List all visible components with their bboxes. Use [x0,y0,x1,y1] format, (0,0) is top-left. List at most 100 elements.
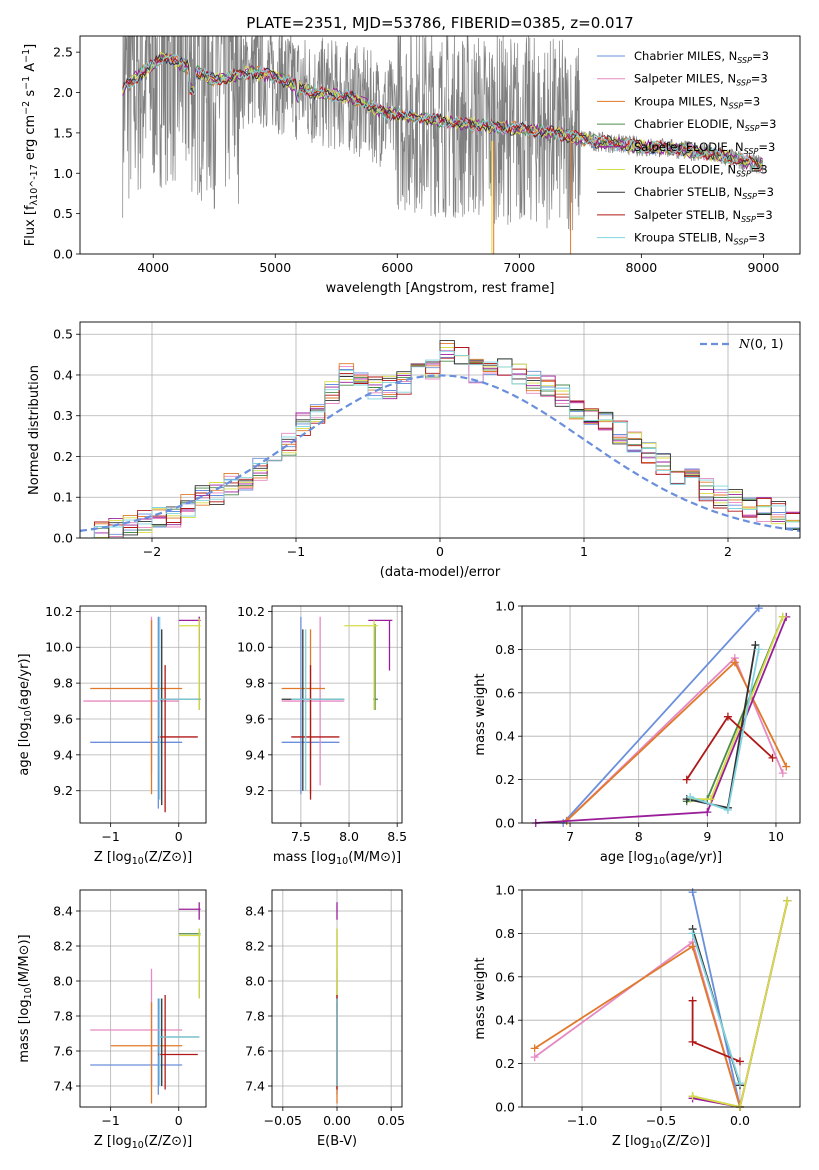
label-part: mass [ [17,1019,32,1062]
y-axis-label: mass weight [473,673,488,755]
label-part: (Z/Z⊙)] [662,1134,710,1149]
y-tick-label: 0.8 [495,926,515,941]
label-part: SSP [729,101,744,110]
x-tick-label: 0.05 [377,1113,405,1128]
point-marker-kroupa_miles [730,658,739,667]
y-tick-label: 9.8 [53,676,73,691]
point-marker-kroupa_stelib [735,1079,744,1088]
label-part: (M/M⊙)] [348,850,401,865]
label-part: (0, 1) [750,336,784,351]
y-tick-label: 7.8 [53,1009,73,1024]
label-part: =3 [757,185,774,199]
label-part: age [ [17,742,32,775]
label-part: =3 [758,140,775,154]
chart-age_vs_mass: 7.5 8.0 8.5 9.2 9.4 9.6 9.8 10.0 10.2 mass [log10… [237,604,407,867]
point-marker-kroupa_stelib [723,805,732,814]
y-axis-label: mass [log10(M/M⊙)] [17,934,34,1062]
model-spectrum-chabrier_stelib [122,53,763,170]
x-tick-label: −1.0 [567,1113,597,1128]
label-part: erg cm [23,115,38,164]
point-marker-salpeter_elodie [703,808,712,817]
weight_vs_z-grid [522,889,800,1108]
label-part: Normed distribution [27,365,42,495]
chart-age_vs_z: −1 09.29.49.69.810.010.2Z [log10(Z/Z⊙)]ag… [17,604,207,867]
y-tick-label: 8.2 [53,939,73,954]
y-tick-label: 1.0 [495,599,515,614]
label-part: Z [ [94,1134,112,1149]
model-spectrum-salpeter_stelib [122,56,764,171]
x-tick-label: 0 [436,544,444,559]
x-tick-label: 8 [635,829,643,844]
axes-frame [271,605,403,824]
label-part: 10 [653,856,665,867]
label-part: 10 [132,856,144,867]
y-tick-label: 9.2 [53,783,73,798]
y-tick-label: 10.2 [45,604,73,619]
x-axis-label: Z [log10(Z/Z⊙)] [94,850,192,867]
label-part: SSP [736,170,751,179]
axes-frame [521,605,801,824]
y-tick-label: 8.4 [245,904,265,919]
y-tick-label: 9.6 [245,711,265,726]
label-part: A [23,63,38,76]
x-axis-label: age [log10(age/yr)] [600,850,722,867]
normal-curve-line [79,374,801,532]
label-part: (M/M⊙)] [17,934,32,987]
label-part: Chabrier MILES, N [634,49,737,63]
y-tick-label: 0.0 [53,247,73,262]
x-tick-label: 8.5 [387,829,407,844]
label-part: SSP [742,192,757,201]
x-tick-label: 1 [580,544,588,559]
legend-label-salpeter_elodie: Salpeter ELODIE, NSSP=3 [634,140,775,156]
label-part: =3 [748,231,765,245]
x-tick-label: −1 [101,829,119,844]
label-part: (age/yr)] [665,850,722,865]
y-tick-label: 9.8 [245,676,265,691]
label-part: Salpeter ELODIE, N [634,140,744,154]
y-axis-label: age [log10(age/yr)] [17,653,34,775]
legend-label-kroupa_miles: Kroupa MILES, NSSP=3 [634,94,760,110]
y-tick-label: 10.0 [45,640,73,655]
y-tick-label: 8.2 [245,939,265,954]
label-part: mass weight [473,673,488,755]
x-tick-label: 9 [703,829,711,844]
label-part: −2 [21,101,32,115]
model-spectrum-chabrier_elodie [122,52,764,171]
chart-mass_vs_ebv: −0.05 0.00 0.05 7.4 7.6 7.8 8.0 8.2 8.4 E(B-V) [245,889,405,1149]
x-tick-label: 7.5 [291,829,311,844]
point-marker-kroupa_miles [688,942,697,951]
legend-label-kroupa_stelib: Kroupa STELIB, NSSP=3 [634,231,765,247]
y-tick-label: 0.3 [53,408,73,423]
point-marker-salpeter_miles [530,1053,539,1062]
label-part: 10 [23,987,34,999]
y-tick-label: 1.0 [53,166,73,181]
x-tick-label: 8.0 [339,829,359,844]
point-marker-salpeter_stelib [735,1057,744,1066]
label-part: mass [ [273,850,316,865]
y-tick-label: 7.4 [245,1079,265,1094]
point-marker-kroupa_elodie [688,1092,697,1101]
y-tick-label: 0.6 [495,969,515,984]
x-tick-label: 0.00 [323,1113,351,1128]
label-part: Chabrier STELIB, N [634,185,742,199]
x-tick-label: 10 [768,829,784,844]
y-tick-label: 9.4 [53,747,73,762]
label-part: =3 [756,208,773,222]
label-part: age [ [600,850,633,865]
chart-spectrum: 4000 5000 6000 7000 8000 9000 0.0 0.5 1.0 1.5 2.0 2… [21,35,801,296]
label-part: log [112,850,132,865]
x-tick-label: 0 [175,1113,183,1128]
x-axis-label: Z [log10(Z/Z⊙)] [94,1134,192,1151]
series-line-kroupa_stelib [691,933,741,1084]
age_vs_z-grid [80,606,206,823]
series-line-chabrier_miles [691,892,741,1108]
label-part: 10 [132,1140,144,1151]
y-tick-label: 8.4 [53,904,73,919]
x-tick-label: 6000 [381,260,413,275]
label-part: =3 [751,72,768,86]
label-part: s [23,90,38,101]
label-part: log [633,850,653,865]
